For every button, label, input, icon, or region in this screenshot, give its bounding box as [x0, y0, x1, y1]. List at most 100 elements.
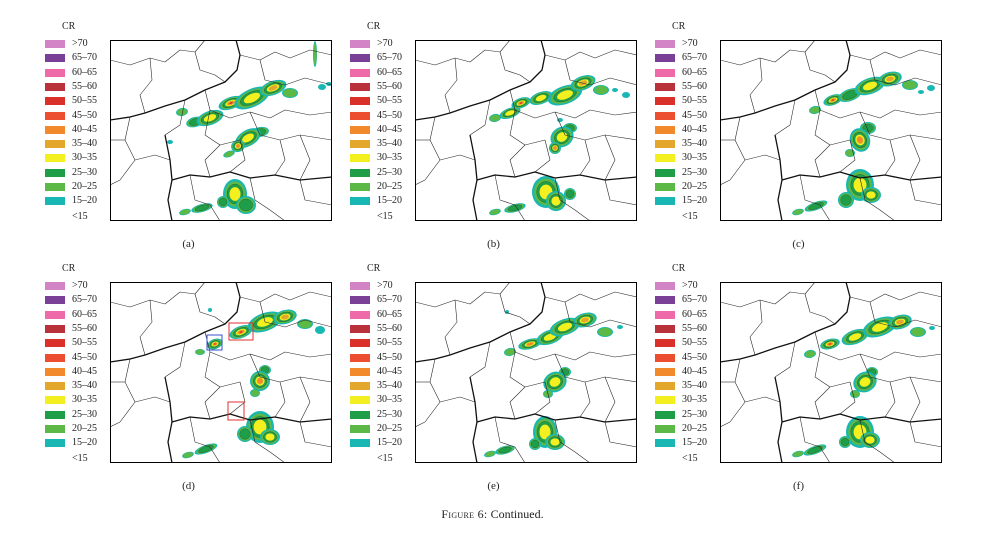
radar-echo-layer: [581, 317, 589, 323]
boundary-line: [774, 99, 796, 136]
legend-label: 35–40: [682, 380, 707, 392]
legend-swatch: [655, 111, 675, 120]
boundary-line: [134, 396, 171, 403]
radar-echo-layer: [831, 99, 835, 101]
boundary-line: [499, 51, 531, 83]
boundary-line-major: [781, 413, 942, 423]
legend: CR >70 65–70 60–65 55–60 50–55 45–50 40–45 35–40…: [655, 20, 717, 230]
radar-echo: [179, 208, 191, 216]
legend-label: 45–50: [682, 109, 707, 121]
boundary-line: [494, 416, 526, 463]
legend-item-below: <15: [45, 452, 107, 466]
legend-label: 20–25: [682, 181, 707, 192]
legend-title: CR: [62, 21, 76, 32]
legend-label: 25–30: [72, 166, 97, 178]
legend-label: 30–35: [72, 152, 97, 164]
legend-label: 40–45: [377, 365, 402, 377]
legend-item: 55–60: [350, 80, 412, 94]
legend-item: 35–40: [45, 379, 107, 393]
legend-label: 20–25: [377, 423, 402, 434]
legend-label: 65–70: [377, 294, 402, 306]
legend-label: 25–30: [682, 408, 707, 420]
boundary-line: [189, 416, 221, 463]
radar-echo: [217, 196, 229, 208]
boundary-line: [164, 341, 186, 378]
radar-echo: [573, 312, 597, 328]
legend-item: 55–60: [45, 322, 107, 336]
legend-label: 15–20: [682, 195, 707, 207]
radar-echo: [564, 188, 576, 200]
legend-swatch: [655, 154, 675, 163]
legend-label: 60–65: [682, 66, 707, 78]
boundary-line: [814, 144, 831, 178]
legend-swatch: [350, 140, 370, 149]
legend-item: 30–35: [655, 393, 717, 407]
boundary-line: [799, 174, 831, 221]
legend-label: 35–40: [682, 138, 707, 150]
boundary-line: [239, 291, 332, 303]
boundary-line: [744, 154, 781, 161]
legend-item-below: <15: [655, 452, 717, 466]
boundary-line-major: [476, 171, 637, 181]
legend-swatch: [655, 439, 675, 448]
radar-echo: [850, 390, 860, 398]
radar-echo: [182, 451, 194, 459]
radar-echo: [546, 191, 566, 211]
radar-echo-layer: [612, 88, 618, 92]
legend-label: 55–60: [682, 80, 707, 92]
legend-swatch: [45, 183, 65, 191]
legend-label: 25–30: [72, 408, 97, 420]
legend-title: CR: [367, 21, 381, 32]
legend-item: 20–25: [350, 180, 412, 194]
radar-echo-layer: [229, 102, 233, 104]
legend-label: 55–60: [682, 322, 707, 334]
legend-item: >70: [655, 279, 717, 293]
radar-echo-layer: [862, 123, 874, 133]
radar-echo: [259, 79, 287, 97]
legend-label: 60–65: [377, 66, 402, 78]
boundary-line-major: [415, 282, 546, 363]
radar-echo-layer: [918, 90, 924, 94]
map-background: [110, 282, 332, 463]
legend-label: 45–50: [377, 351, 402, 363]
radar-echo: [236, 196, 256, 214]
legend-label: 15–20: [377, 437, 402, 449]
radar-echo: [518, 338, 542, 350]
boundary-line-major: [110, 40, 241, 121]
boundary-line: [469, 341, 491, 378]
legend-label: 60–65: [682, 308, 707, 320]
boundary-line: [564, 59, 637, 86]
radar-echo-layer: [313, 43, 317, 65]
legend-swatch: [45, 410, 65, 419]
legend-label: 40–45: [72, 123, 97, 135]
boundary-line: [849, 291, 942, 303]
radar-echo-layer: [865, 436, 875, 444]
boundary-line: [204, 351, 246, 415]
legend-swatch: [350, 282, 370, 290]
boundary-line: [774, 341, 796, 378]
legend-item: 35–40: [350, 379, 412, 393]
radar-echo-layer: [229, 187, 241, 201]
radar-echo-layer: [257, 378, 263, 384]
legend-swatch: [45, 296, 65, 305]
radar-map: [110, 282, 332, 463]
boundary-line: [814, 89, 942, 119]
radar-echo-layer: [807, 446, 823, 454]
legend-label: >70: [682, 280, 698, 291]
boundary-line: [139, 299, 153, 356]
boundary-line: [189, 174, 221, 221]
legend-item: >70: [350, 279, 412, 293]
legend-label: 45–50: [72, 351, 97, 363]
radar-echo-layer: [866, 191, 876, 199]
radar-echo-layer: [224, 151, 234, 157]
radar-echo-layer: [498, 446, 512, 454]
legend-swatch: [45, 168, 65, 177]
legend-swatch: [45, 140, 65, 149]
radar-echo: [543, 371, 567, 393]
legend-item: 35–40: [655, 379, 717, 393]
radar-echo: [511, 97, 531, 109]
boundary-line: [274, 139, 286, 176]
legend-label: 15–20: [72, 195, 97, 207]
radar-echo: [841, 328, 869, 346]
radar-echo: [612, 88, 618, 92]
